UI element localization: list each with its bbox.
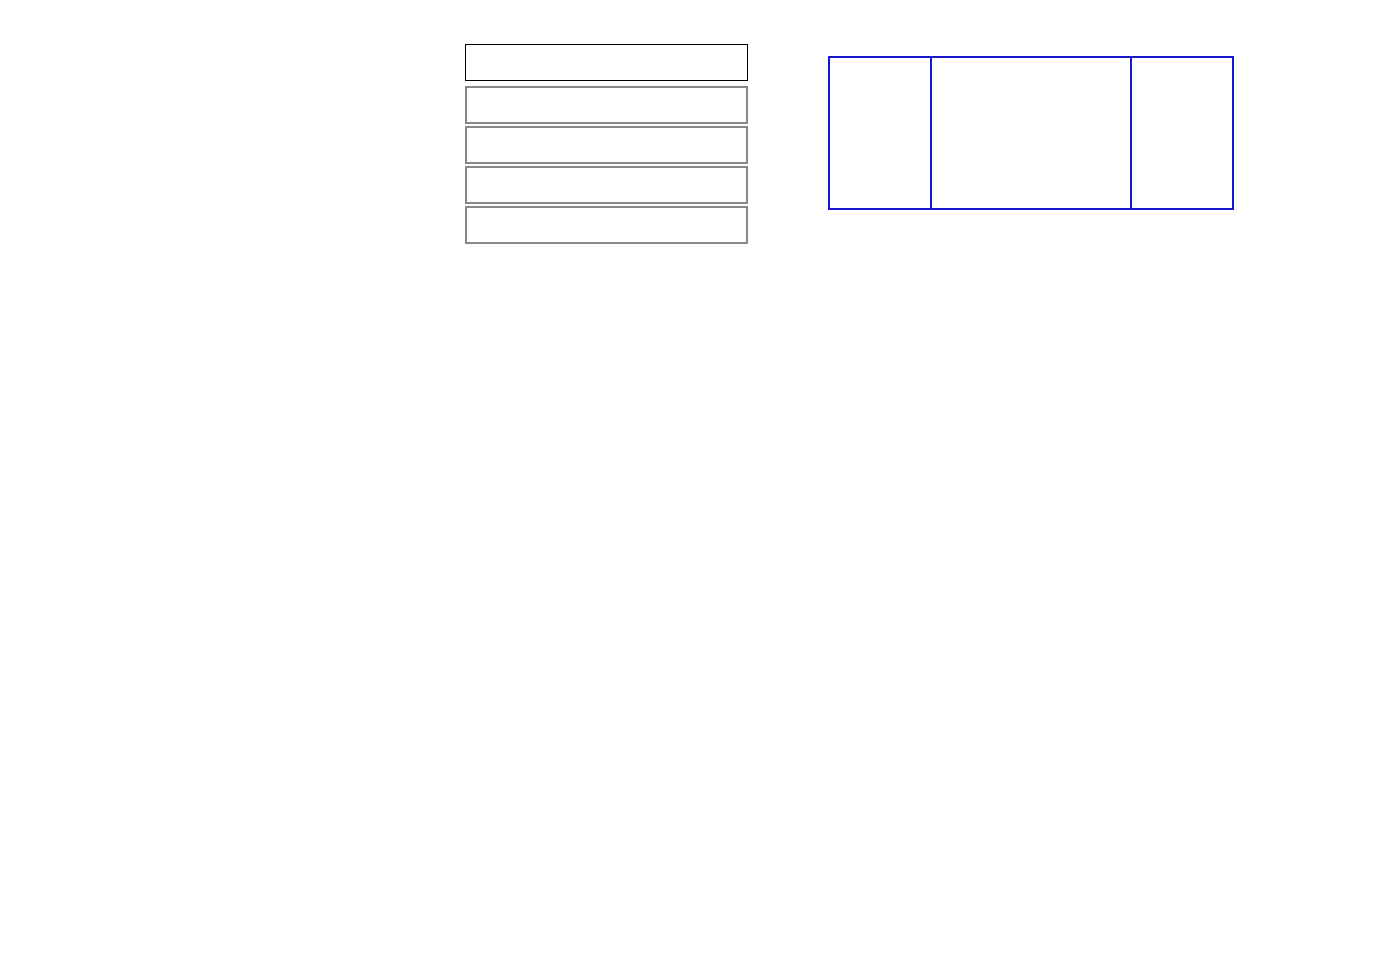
zoom-plot-canvas — [1025, 48, 1325, 198]
twod-row — [465, 86, 767, 238]
main-spectrum-canvas — [78, 262, 378, 412]
match-value — [287, 865, 289, 880]
hsc-dex-line — [68, 484, 70, 499]
match-row — [68, 873, 289, 888]
info-line-plae — [68, 48, 72, 64]
match-row — [68, 770, 289, 785]
match-row — [68, 785, 289, 800]
match-row — [68, 814, 289, 829]
match-table — [68, 770, 289, 888]
twod-row — [465, 126, 767, 278]
header-plae — [54, 19, 56, 34]
twod-canvas-3 — [467, 208, 767, 358]
header-z — [97, 19, 99, 34]
match-row — [68, 829, 289, 844]
twod-row — [465, 166, 767, 318]
cutout-canvas-3 — [589, 526, 889, 676]
match-row — [68, 858, 289, 873]
match-row — [68, 844, 289, 859]
twod-row — [465, 206, 767, 358]
info-block — [68, 32, 72, 64]
header-qz — [82, 19, 84, 34]
info-line-contw — [68, 32, 72, 48]
twod-weighted-row — [465, 44, 766, 195]
match-row — [68, 799, 289, 814]
